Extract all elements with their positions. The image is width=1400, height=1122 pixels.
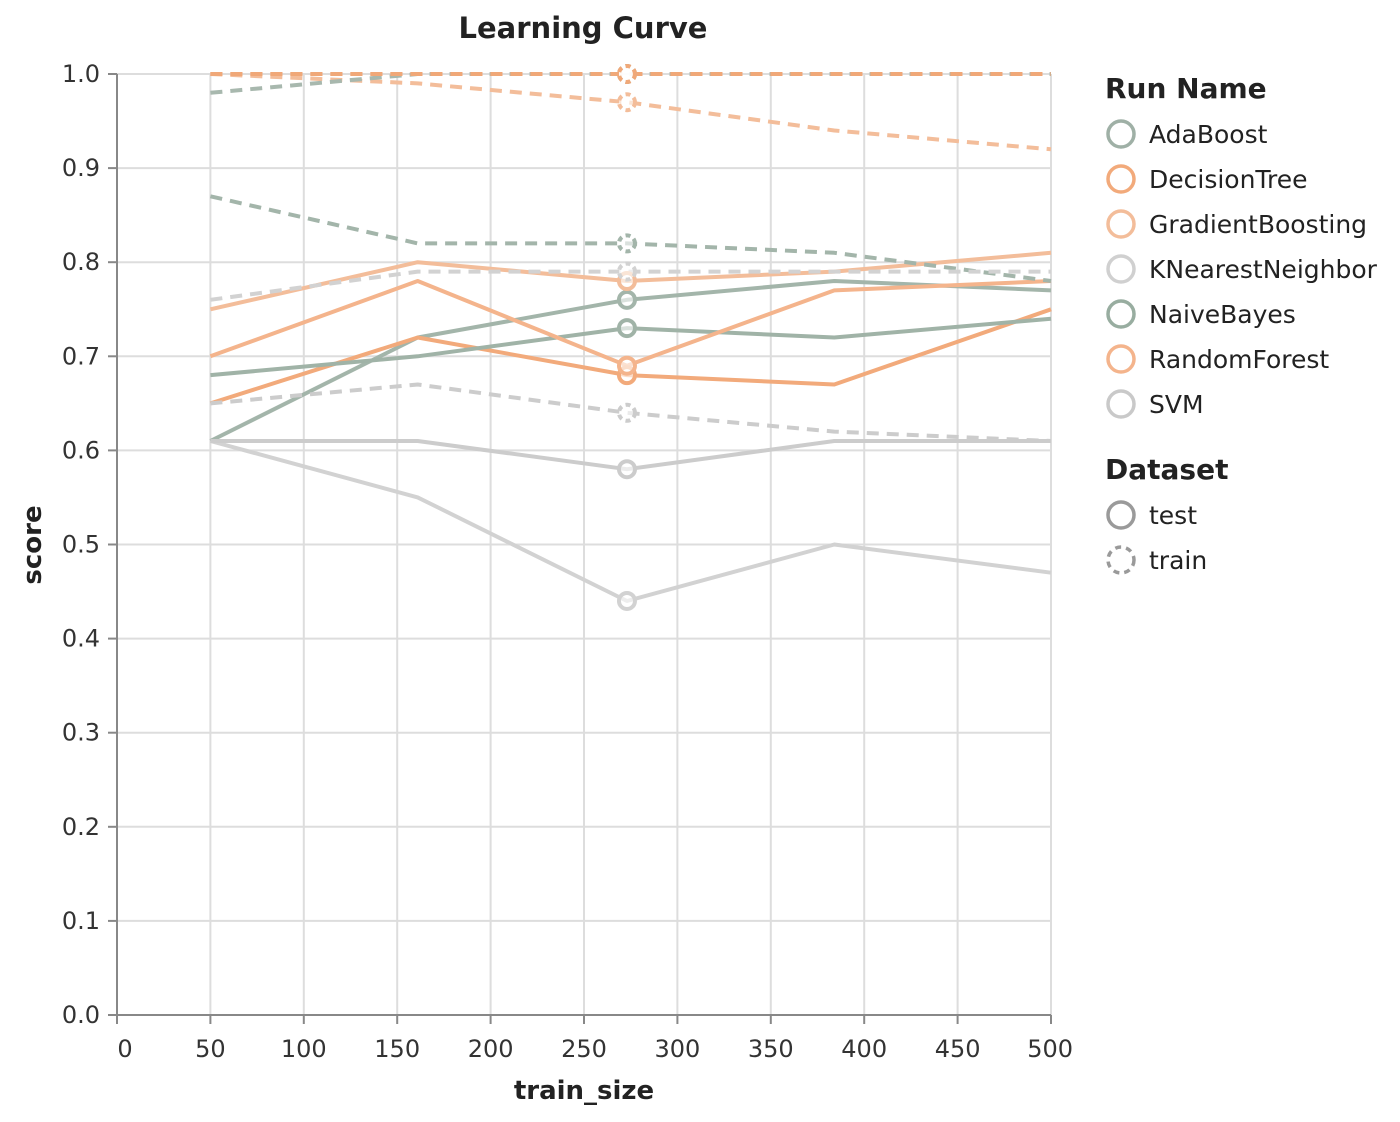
x-tick-label: 500	[1027, 1035, 1073, 1063]
y-tick-label: 0.5	[62, 531, 100, 559]
y-tick-label: 0.4	[62, 625, 100, 653]
legend-label-svm: SVM	[1149, 390, 1204, 419]
legend-title-dataset: Dataset	[1105, 453, 1228, 486]
legend-symbol-randomforest	[1106, 344, 1136, 374]
x-tick-label: 250	[561, 1035, 607, 1063]
legend-symbol-train	[1106, 545, 1136, 575]
series-layer	[209, 72, 1052, 603]
legend-symbol-adaboost	[1106, 119, 1136, 149]
legend-symbol-naivebayes	[1106, 299, 1136, 329]
legend-symbol-svm	[1106, 389, 1136, 419]
point-knearestneighbor-test[interactable]	[616, 590, 637, 611]
legend-label-adaboost: AdaBoost	[1149, 120, 1268, 149]
y-tick-label: 1.0	[62, 60, 100, 88]
y-tick-label: 0.0	[62, 1001, 100, 1029]
legend-symbol-knearestneighbor	[1106, 254, 1136, 284]
y-axis-title: score	[18, 505, 48, 584]
legend: Run Name AdaBoost DecisionTree GradientBoos…	[1105, 72, 1378, 575]
x-tick-label: 50	[195, 1035, 226, 1063]
legend-label-decisiontree: DecisionTree	[1149, 165, 1308, 194]
point-svm-train[interactable]	[616, 402, 637, 423]
y-tick-label: 0.2	[62, 813, 100, 841]
point-adaboost-train[interactable]	[616, 233, 637, 254]
series-line-gradientboosting-train	[210, 72, 1052, 152]
point-randomforest-test[interactable]	[616, 355, 637, 376]
x-tick-label: 0	[117, 1035, 132, 1063]
x-tick-label: 300	[654, 1035, 700, 1063]
legend-label-train: train	[1149, 546, 1207, 575]
x-tick-label: 450	[935, 1035, 981, 1063]
x-tick-label: 200	[468, 1035, 514, 1063]
legend-symbol-test	[1106, 500, 1136, 530]
grid	[116, 73, 1052, 1016]
point-adaboost-test[interactable]	[616, 289, 637, 310]
highlight-points	[616, 64, 637, 611]
x-axis-title: train_size	[514, 1076, 654, 1106]
y-tick-label: 0.1	[62, 907, 100, 935]
point-gradientboosting-train[interactable]	[616, 92, 637, 113]
point-naivebayes-test[interactable]	[616, 318, 637, 339]
point-knearestneighbor-train[interactable]	[616, 261, 637, 282]
x-tick-label: 350	[748, 1035, 794, 1063]
legend-label-gradientboosting: GradientBoosting	[1149, 210, 1367, 239]
x-tick-label: 400	[841, 1035, 887, 1063]
y-tick-label: 0.9	[62, 154, 100, 182]
legend-label-test: test	[1149, 501, 1197, 530]
x-tick-label: 100	[281, 1035, 327, 1063]
point-randomforest-train[interactable]	[616, 64, 637, 84]
legend-label-knearestneighbor: KNearestNeighbor	[1149, 255, 1378, 284]
legend-label-randomforest: RandomForest	[1149, 345, 1329, 374]
legend-label-naivebayes: NaiveBayes	[1149, 300, 1296, 329]
axes: 0 50 100 150 200 250 300 350 400 450 500 0.0 0.1 0.2 0…	[62, 60, 1073, 1063]
y-tick-label: 0.6	[62, 436, 100, 464]
y-tick-label: 0.7	[62, 342, 100, 370]
point-svm-test[interactable]	[616, 459, 637, 480]
chart-title: Learning Curve	[459, 11, 708, 45]
y-tick-label: 0.8	[62, 248, 100, 276]
legend-title-run-name: Run Name	[1105, 72, 1267, 105]
legend-symbol-decisiontree	[1106, 164, 1136, 194]
y-tick-label: 0.3	[62, 719, 100, 747]
x-tick-label: 150	[374, 1035, 420, 1063]
legend-symbol-gradientboosting	[1106, 209, 1136, 239]
